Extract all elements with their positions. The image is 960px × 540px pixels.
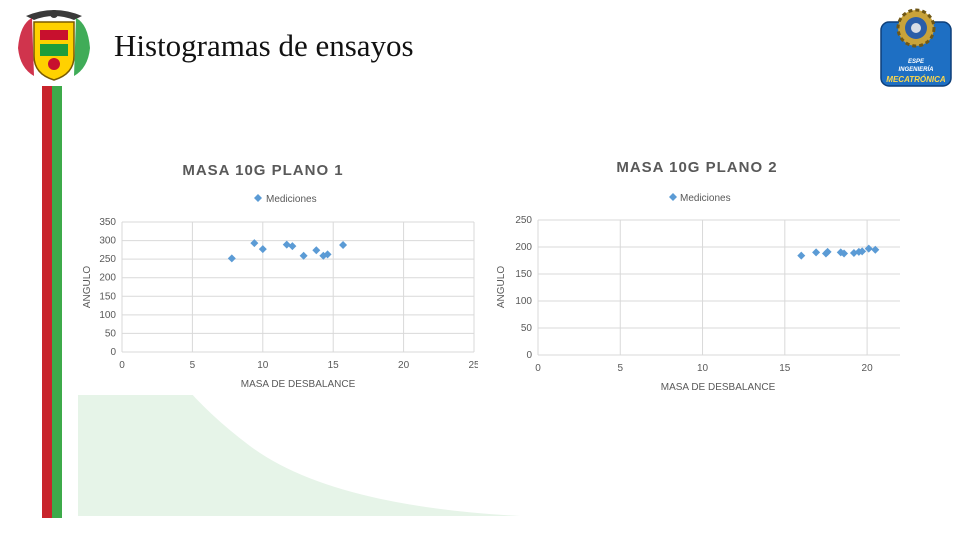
x-tick-labels: 0 5 10 15 20 25 <box>119 360 478 371</box>
data-point <box>312 246 321 255</box>
data-point <box>836 248 845 257</box>
data-point <box>288 242 297 251</box>
data-point <box>227 254 236 263</box>
legend-marker-icon <box>254 194 262 202</box>
data-point <box>812 248 821 257</box>
y-tick-label: 0 <box>110 347 116 358</box>
data-point <box>840 249 849 258</box>
data-points <box>797 244 880 260</box>
data-point <box>250 239 259 248</box>
data-point <box>299 251 308 260</box>
data-point <box>323 250 332 259</box>
x-tick-label: 20 <box>398 360 410 371</box>
slide-title: Histogramas de ensayos <box>114 28 414 63</box>
scatter-chart-plano-2: MASA 10G PLANO 2 Mediciones 050100150200… <box>490 150 910 395</box>
legend-label: Mediciones <box>680 193 731 204</box>
y-tick-label: 150 <box>515 269 532 280</box>
red-side-bar <box>42 86 52 518</box>
x-tick-label: 15 <box>328 360 340 371</box>
data-point <box>339 241 348 250</box>
scatter-chart-plano-1: MASA 10G PLANO 1 Mediciones 050100150200… <box>78 150 478 395</box>
flag-right-icon <box>74 18 90 76</box>
shield-field-icon <box>40 44 68 56</box>
green-side-bar <box>52 86 62 518</box>
legend-marker-icon <box>669 193 677 201</box>
y-axis-label: ANGULO <box>82 266 93 308</box>
logo-line-ingenieria: INGENIERÍA <box>898 67 934 73</box>
y-tick-label: 200 <box>515 242 532 253</box>
shield-emblem-icon <box>48 58 60 70</box>
data-point <box>282 240 291 249</box>
logo-line-mecatronica: MECATRÓNICA <box>886 75 946 84</box>
y-tick-label: 350 <box>99 217 116 228</box>
y-tick-label: 300 <box>99 236 116 247</box>
data-point <box>797 251 806 260</box>
logo-line-espe: ESPE <box>907 59 924 65</box>
x-tick-label: 20 <box>862 363 874 374</box>
pale-green-shape <box>78 156 520 516</box>
y-tick-label: 250 <box>99 254 116 265</box>
y-tick-label: 50 <box>521 323 533 334</box>
x-tick-label: 10 <box>257 360 269 371</box>
y-tick-label: 200 <box>99 273 116 284</box>
y-axis-label: ANGULO <box>496 266 507 308</box>
x-tick-label: 0 <box>535 363 541 374</box>
gridlines <box>121 221 475 353</box>
x-tick-label: 10 <box>697 363 709 374</box>
chart-background <box>490 150 910 395</box>
y-tick-labels: 0 50 100 150 200 250 <box>515 215 532 361</box>
data-points <box>227 239 348 263</box>
x-tick-label: 5 <box>190 360 196 371</box>
x-tick-labels: 0 5 10 15 20 <box>535 363 873 374</box>
y-tick-label: 100 <box>99 310 116 321</box>
y-tick-label: 0 <box>526 350 532 361</box>
x-axis-label: MASA DE DESBALANCE <box>661 382 776 393</box>
decorative-background <box>42 86 520 518</box>
chart-legend: Mediciones <box>669 193 731 204</box>
y-tick-labels: 0 50 100 150 200 250 300 350 <box>99 217 116 358</box>
y-tick-label: 250 <box>515 215 532 226</box>
chart-title: MASA 10G PLANO 2 <box>616 159 777 176</box>
flag-left-icon <box>18 18 34 76</box>
condor-head-icon <box>50 10 58 18</box>
data-point <box>858 247 867 256</box>
chart-title: MASA 10G PLANO 1 <box>182 162 343 179</box>
x-tick-label: 5 <box>617 363 623 374</box>
chart-legend: Mediciones <box>254 194 317 205</box>
y-tick-label: 150 <box>99 291 116 302</box>
data-point <box>823 247 832 256</box>
legend-label: Mediciones <box>266 194 317 205</box>
chart-background <box>78 150 478 395</box>
x-tick-label: 15 <box>779 363 791 374</box>
y-tick-label: 100 <box>515 296 532 307</box>
gear-icon <box>880 8 952 87</box>
mechatronics-logo: ESPE INGENIERÍA MECATRÓNICA <box>880 6 952 88</box>
x-tick-label: 25 <box>468 360 478 371</box>
data-point <box>258 245 267 254</box>
data-point <box>864 244 873 253</box>
gridlines <box>537 219 900 356</box>
y-tick-label: 50 <box>105 328 117 339</box>
x-axis-label: MASA DE DESBALANCE <box>241 379 356 390</box>
shield-band-icon <box>40 30 68 40</box>
x-tick-label: 0 <box>119 360 125 371</box>
coat-of-arms-logo <box>18 10 90 81</box>
data-point <box>871 245 880 254</box>
